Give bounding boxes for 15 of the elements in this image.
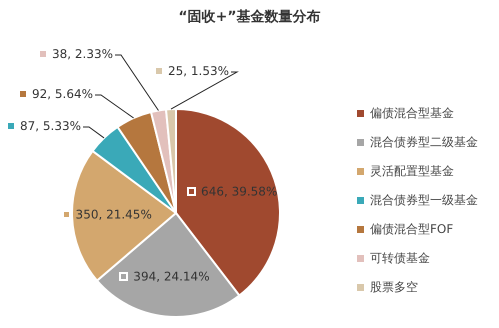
chart-title: “固收+”基金数量分布	[177, 8, 322, 26]
legend-label: 混合债券型二级基金	[370, 134, 478, 151]
legend-label: 偏债混合型基金	[370, 105, 454, 122]
data-label: 38, 2.33%	[52, 47, 114, 62]
data-label: 350, 21.45%	[76, 207, 152, 222]
data-label: 646, 39.58%	[201, 184, 278, 198]
legend-label: 可转债基金	[370, 250, 430, 267]
data-label: 92, 5.64%	[32, 87, 94, 102]
data-label: 394, 24.14%	[133, 269, 210, 284]
legend-label: 灵活配置型基金	[370, 163, 454, 180]
data-label: 87, 5.33%	[20, 119, 82, 134]
legend-label: 股票多空	[370, 279, 418, 296]
data-label: 25, 1.53%	[168, 64, 230, 78]
legend-label: 偏债混合型FOF	[370, 221, 454, 238]
legend-label: 混合债券型一级基金	[370, 192, 478, 209]
